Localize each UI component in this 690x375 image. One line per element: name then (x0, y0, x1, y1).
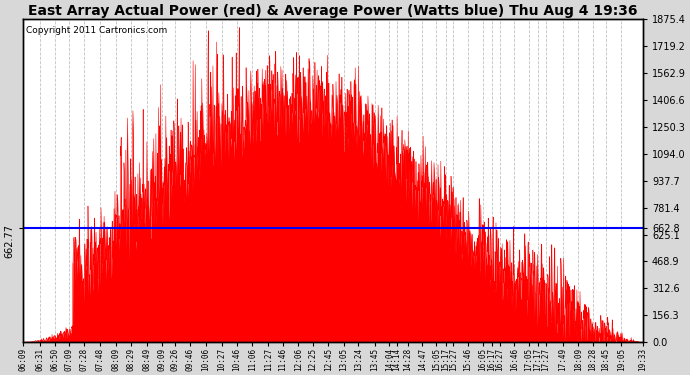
Text: Copyright 2011 Cartronics.com: Copyright 2011 Cartronics.com (26, 26, 168, 35)
Title: East Array Actual Power (red) & Average Power (Watts blue) Thu Aug 4 19:36: East Array Actual Power (red) & Average … (28, 4, 638, 18)
